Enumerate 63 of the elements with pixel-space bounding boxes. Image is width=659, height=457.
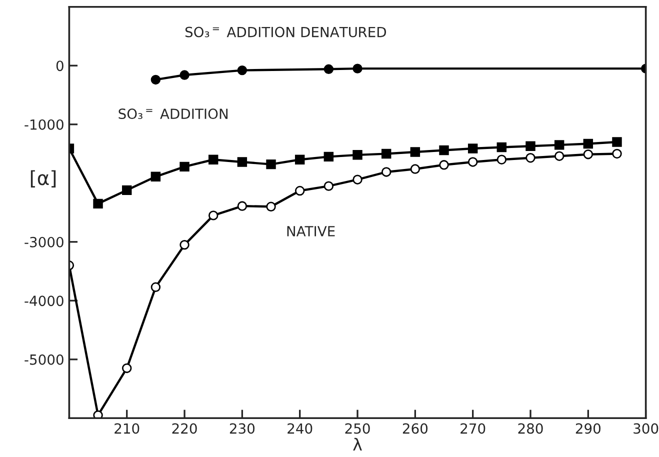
y-tick-label: -1000 bbox=[24, 119, 64, 130]
point bbox=[612, 137, 622, 147]
point bbox=[93, 198, 103, 209]
point bbox=[526, 141, 536, 151]
point bbox=[410, 164, 420, 174]
point bbox=[352, 174, 362, 184]
point bbox=[208, 210, 218, 220]
y-tick-label: 0 bbox=[56, 60, 64, 72]
point bbox=[324, 181, 334, 191]
y-axis-title: [α] bbox=[30, 170, 56, 188]
text: SO₃$^{=}$ ADDITION bbox=[118, 108, 228, 120]
point bbox=[237, 157, 248, 167]
point bbox=[208, 154, 218, 164]
point bbox=[122, 363, 132, 374]
x-tick-label: 210 bbox=[114, 423, 140, 434]
point bbox=[324, 64, 334, 74]
point bbox=[122, 185, 132, 196]
point bbox=[150, 282, 161, 292]
point bbox=[150, 74, 161, 85]
point bbox=[237, 65, 248, 76]
point bbox=[294, 154, 305, 164]
point bbox=[439, 160, 449, 170]
x-tick-label: 240 bbox=[288, 423, 312, 434]
point bbox=[554, 140, 564, 150]
point bbox=[583, 138, 594, 149]
x-tick-label: 250 bbox=[345, 423, 370, 434]
x-tick-label: 290 bbox=[576, 423, 600, 434]
point bbox=[583, 149, 594, 160]
point bbox=[352, 64, 362, 74]
point bbox=[526, 153, 536, 163]
point bbox=[150, 172, 161, 182]
y-tick-label: -3000 bbox=[24, 236, 64, 248]
point bbox=[180, 70, 190, 80]
x-tick-label: 230 bbox=[230, 423, 255, 434]
point bbox=[496, 154, 507, 164]
x-tick-label: 260 bbox=[402, 423, 428, 434]
point bbox=[439, 145, 449, 156]
point bbox=[381, 148, 392, 159]
x-axis-title: λ bbox=[353, 438, 362, 451]
x-tick-label: 280 bbox=[518, 423, 543, 434]
series-label: NATIVE bbox=[287, 226, 335, 236]
x-tick-label: 270 bbox=[460, 423, 486, 434]
point bbox=[352, 150, 362, 160]
y-tick-label: -4000 bbox=[24, 296, 64, 306]
point bbox=[324, 152, 334, 162]
x-tick-label: 220 bbox=[172, 423, 197, 434]
point bbox=[294, 186, 305, 196]
point bbox=[180, 162, 190, 172]
point bbox=[266, 202, 276, 212]
x-tick-label: 300 bbox=[634, 423, 658, 434]
point bbox=[410, 147, 420, 157]
point bbox=[93, 410, 103, 418]
text: SO₃$^{=}$ ADDITION DENATURED bbox=[185, 26, 386, 38]
point bbox=[381, 167, 392, 177]
point bbox=[468, 144, 478, 154]
y-tick-label: -5000 bbox=[24, 354, 64, 365]
point bbox=[180, 240, 190, 250]
point bbox=[612, 148, 622, 159]
point bbox=[496, 142, 507, 152]
point bbox=[468, 157, 478, 167]
point bbox=[266, 159, 276, 170]
point bbox=[554, 151, 564, 161]
point bbox=[237, 201, 248, 211]
